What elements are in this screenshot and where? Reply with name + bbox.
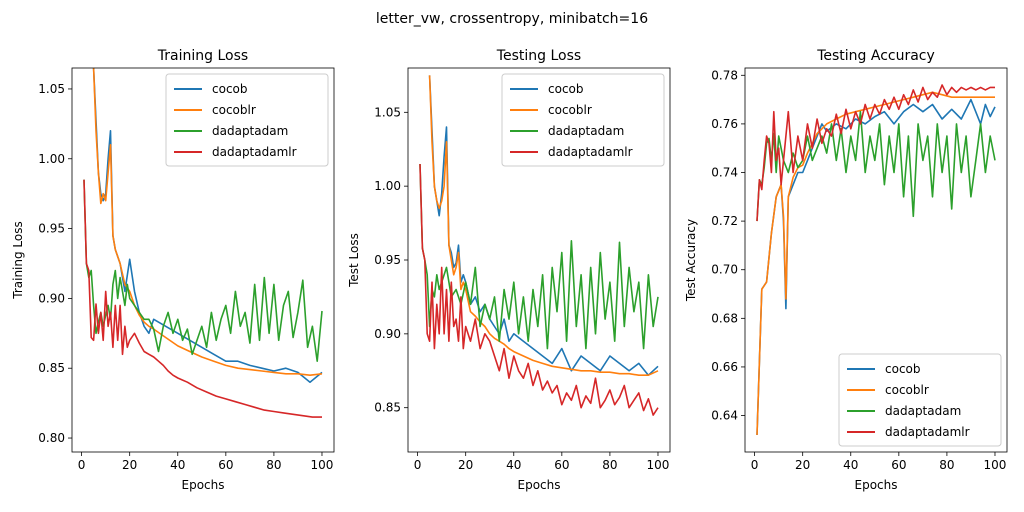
series-line-dadaptadam (756, 110, 996, 222)
series-line-cocoblr (92, 68, 323, 377)
x-tick-label: 80 (939, 458, 954, 472)
y-tick-label: 0.90 (38, 291, 65, 305)
chart-panel-1: Testing Loss 0 20 40 60 80 100 0.85 0.90 0.95 1.00… (347, 48, 671, 492)
y-tick-label: 1.05 (38, 82, 65, 96)
legend-label-dadaptadamlr: dadaptadamlr (885, 425, 970, 439)
y-tick-label: 0.95 (374, 253, 401, 267)
x-tick-label: 100 (984, 458, 1007, 472)
y-tick-label: 0.78 (711, 68, 738, 82)
x-tick-label: 80 (266, 458, 281, 472)
y-tick-label: 1.00 (38, 152, 65, 166)
chart-title: Training Loss (157, 48, 248, 64)
series-line-dadaptadam (83, 179, 323, 363)
legend-label-dadaptadam: dadaptadam (885, 404, 961, 418)
series-line-dadaptadamlr (83, 179, 322, 418)
legend-label-cocoblr: cocoblr (548, 103, 592, 117)
chart-panel-2: Testing Accuracy 0 20 40 60 80 100 0.64 0.66 0.68… (684, 48, 1008, 492)
chart-panel-0: Training Loss 0 20 40 60 80 100 0.80 0.85 0.90 0.9… (11, 48, 335, 492)
x-tick-label: 40 (170, 458, 185, 472)
series-line-cocoblr (756, 91, 995, 436)
x-tick-label: 20 (458, 458, 473, 472)
y-tick-label: 0.64 (711, 409, 738, 423)
x-tick-label: 100 (647, 458, 670, 472)
series-line-dadaptadamlr (756, 84, 995, 222)
legend: cocob cocoblr dadaptadam dadaptadamlr (838, 353, 1002, 447)
legend-label-cocoblr: cocoblr (885, 383, 929, 397)
x-tick-label: 20 (795, 458, 810, 472)
x-tick-label: 40 (843, 458, 858, 472)
series-line-cocob (92, 68, 323, 384)
axes-frame (744, 67, 1008, 453)
chart-title: Testing Loss (496, 48, 581, 64)
legend-label-cocob: cocob (212, 82, 248, 96)
y-tick-label: 0.68 (711, 311, 738, 325)
axes-frame (71, 67, 335, 453)
y-tick-label: 1.05 (374, 105, 401, 119)
x-tick-label: 60 (218, 458, 233, 472)
y-axis-label: Training Loss (11, 221, 25, 299)
y-tick-label: 0.95 (38, 222, 65, 236)
y-tick-label: 0.80 (38, 431, 65, 445)
legend-label-cocoblr: cocoblr (212, 103, 256, 117)
legend-label-dadaptadam: dadaptadam (548, 124, 624, 138)
series-line-dadaptadamlr (419, 163, 659, 416)
y-tick-label: 0.85 (374, 401, 401, 415)
chart-title: Testing Accuracy (816, 48, 935, 64)
legend-box (165, 73, 329, 167)
legend-box (838, 353, 1002, 447)
y-tick-label: 0.70 (711, 263, 738, 277)
y-tick-label: 0.90 (374, 327, 401, 341)
y-axis-label: Test Accuracy (684, 219, 698, 302)
y-tick-label: 0.74 (711, 166, 738, 180)
legend-label-dadaptadamlr: dadaptadamlr (212, 145, 297, 159)
x-axis-label: Epochs (855, 478, 898, 492)
x-tick-label: 0 (414, 458, 422, 472)
legend: cocob cocoblr dadaptadam dadaptadamlr (501, 73, 665, 167)
legend-label-cocob: cocob (548, 82, 584, 96)
y-tick-label: 1.00 (374, 179, 401, 193)
panels: Training Loss 0 20 40 60 80 100 0.80 0.85 0.90 0.9… (11, 48, 1008, 492)
legend-label-dadaptadamlr: dadaptadamlr (548, 145, 633, 159)
legend-label-dadaptadam: dadaptadam (212, 124, 288, 138)
x-tick-label: 60 (554, 458, 569, 472)
x-tick-label: 0 (78, 458, 86, 472)
y-tick-label: 0.66 (711, 360, 738, 374)
legend-box (501, 73, 665, 167)
y-tick-label: 0.72 (711, 214, 738, 228)
legend-label-cocob: cocob (885, 362, 921, 376)
series-line-cocoblr (428, 75, 659, 377)
legend: cocob cocoblr dadaptadam dadaptadamlr (165, 73, 329, 167)
figure-suptitle: letter_vw, crossentropy, minibatch=16 (376, 11, 648, 27)
x-axis-label: Epochs (182, 478, 225, 492)
y-tick-label: 0.76 (711, 117, 738, 131)
x-tick-label: 40 (506, 458, 521, 472)
y-tick-label: 0.85 (38, 361, 65, 375)
x-tick-label: 0 (751, 458, 759, 472)
x-tick-label: 100 (311, 458, 334, 472)
x-tick-label: 20 (122, 458, 137, 472)
x-tick-label: 80 (602, 458, 617, 472)
y-axis-label: Test Loss (347, 233, 361, 288)
x-tick-label: 60 (891, 458, 906, 472)
x-axis-label: Epochs (518, 478, 561, 492)
